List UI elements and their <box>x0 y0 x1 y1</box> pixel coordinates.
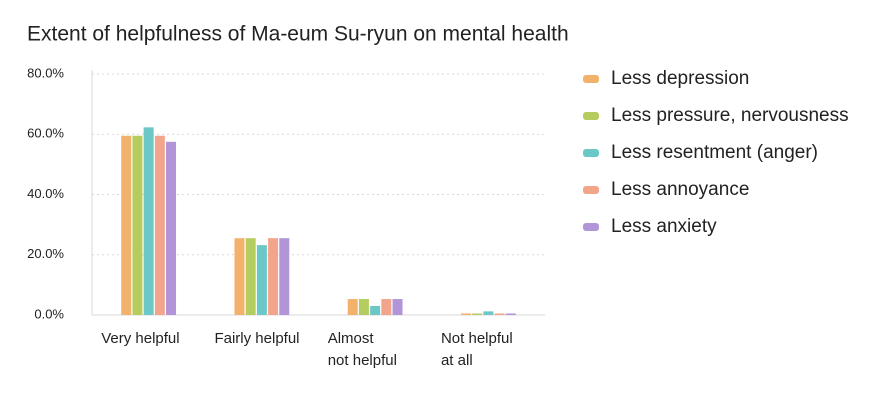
bar <box>234 238 245 315</box>
bar <box>472 313 483 315</box>
bar <box>358 299 369 315</box>
y-tick-label: 80.0% <box>27 65 64 80</box>
bar <box>166 141 177 315</box>
bar <box>245 238 256 315</box>
bar <box>268 238 279 315</box>
legend-label: Less annoyance <box>611 179 749 200</box>
legend-label: Less anxiety <box>611 216 717 237</box>
x-tick-label: Fairly helpful <box>214 330 300 347</box>
x-tick-label: Very helpful <box>101 330 180 347</box>
bar <box>347 299 358 315</box>
legend-swatch <box>583 112 599 120</box>
legend-label: Less pressure, nervousness <box>611 105 849 126</box>
y-tick-label: 0.0% <box>34 306 64 321</box>
bar <box>121 135 132 315</box>
bar <box>381 299 392 315</box>
legend-swatch <box>583 186 599 194</box>
bar <box>143 127 154 315</box>
y-tick-label: 60.0% <box>27 126 64 141</box>
y-tick-label: 20.0% <box>27 246 64 261</box>
bar <box>370 305 381 315</box>
legend-swatch <box>583 223 599 231</box>
y-tick-label: 40.0% <box>27 186 64 201</box>
bar <box>392 299 403 315</box>
bar <box>256 245 267 315</box>
bar <box>494 313 505 315</box>
x-tick-label: Not helpful at all <box>440 330 513 369</box>
bar <box>460 313 471 315</box>
bar <box>132 135 143 315</box>
bar <box>483 311 494 315</box>
x-tick-label: Almost not helpful <box>327 330 397 369</box>
legend-swatch <box>583 75 599 83</box>
legend-label: Less depression <box>611 68 749 89</box>
bar <box>505 313 516 315</box>
legend-swatch <box>583 149 599 157</box>
chart-title: Extent of helpfulness of Ma-eum Su-ryun … <box>27 23 569 46</box>
legend-label: Less resentment (anger) <box>611 142 818 163</box>
bar <box>154 135 165 315</box>
bar <box>279 238 290 315</box>
